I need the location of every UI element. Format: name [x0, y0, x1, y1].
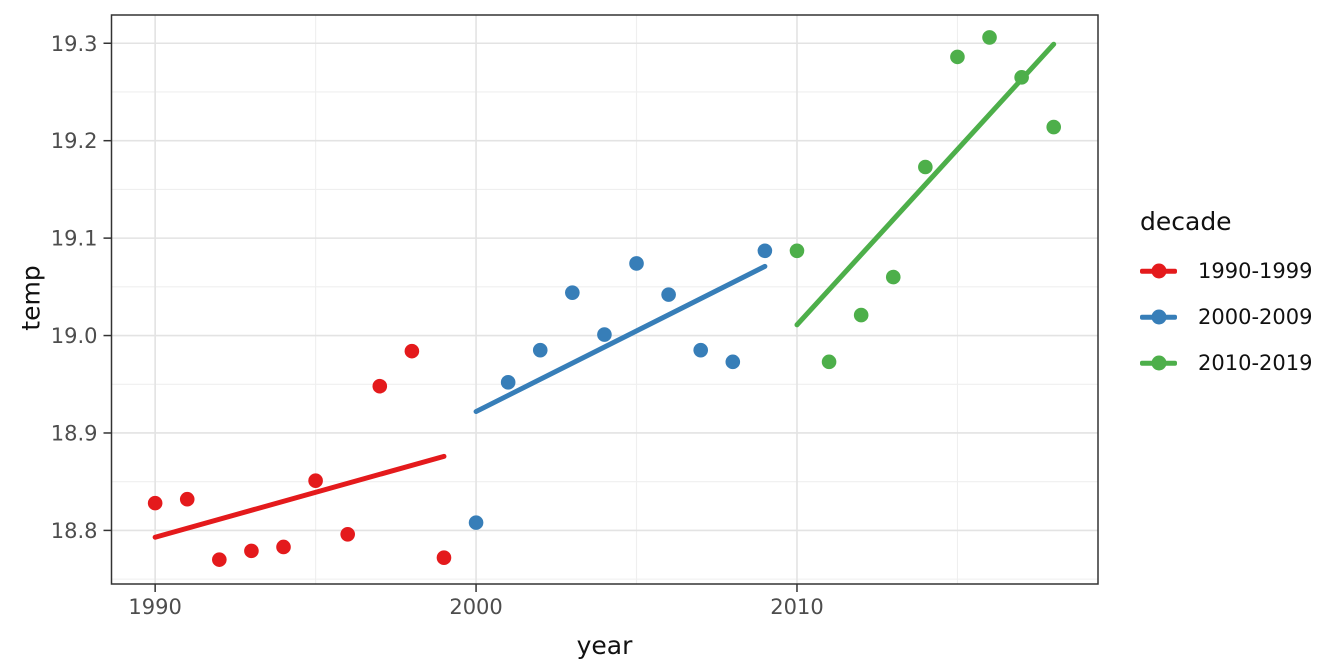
- data-point-1990-1999: [308, 473, 323, 489]
- legend-entries: 1990-1999 2000-2009 2010-2019: [1140, 248, 1312, 386]
- data-point-2010-2019: [853, 307, 869, 323]
- x-tick-label: 2010: [770, 595, 823, 619]
- data-point-2000-2009: [693, 342, 709, 358]
- data-point-2010-2019: [950, 49, 965, 65]
- legend-key-line-dot-icon: [1140, 307, 1177, 327]
- x-tick-label: 1990: [128, 595, 181, 619]
- data-point-2010-2019: [1046, 119, 1062, 135]
- data-point-1990-1999: [147, 495, 163, 511]
- legend-key-dot: [1151, 263, 1166, 279]
- legend: decade 1990-1999 2000-2009 2010-2019: [1140, 206, 1312, 386]
- panel-border: [110, 14, 1099, 585]
- data-point-2010-2019: [885, 269, 901, 285]
- trend-line-2010-2019: [794, 41, 1057, 328]
- legend-entry-2010-2019: 2010-2019: [1140, 340, 1312, 386]
- data-point-1990-1999: [179, 491, 195, 507]
- data-point-1990-1999: [436, 550, 452, 565]
- y-tick-label: 18.9: [51, 421, 98, 445]
- data-point-2000-2009: [629, 256, 644, 271]
- data-point-2010-2019: [821, 354, 837, 370]
- data-point-2000-2009: [500, 375, 516, 390]
- legend-key-line-dot-icon: [1140, 353, 1177, 373]
- legend-label: 1990-1999: [1198, 259, 1313, 283]
- x-axis-title: year: [576, 631, 633, 660]
- legend-label: 2000-2009: [1198, 305, 1313, 329]
- data-point-1990-1999: [276, 539, 291, 555]
- data-point-1990-1999: [244, 543, 259, 559]
- y-tick-label: 18.8: [51, 519, 98, 543]
- legend-entry-2000-2009: 2000-2009: [1140, 294, 1312, 340]
- legend-key-line-dot-icon: [1140, 261, 1177, 281]
- data-point-2000-2009: [661, 287, 676, 302]
- trend-line-2000-2009: [473, 263, 768, 415]
- trend-line-1990-1999: [152, 453, 447, 540]
- data-point-2000-2009: [725, 354, 741, 370]
- y-tick-label: 19.3: [51, 32, 98, 56]
- data-point-2000-2009: [468, 515, 484, 530]
- data-point-1990-1999: [340, 527, 355, 542]
- data-point-2000-2009: [597, 327, 612, 342]
- legend-title: decade: [1140, 207, 1232, 236]
- legend-entry-1990-1999: 1990-1999: [1140, 248, 1312, 294]
- legend-key-dot: [1151, 309, 1166, 325]
- x-tick-label: 2000: [449, 595, 502, 619]
- data-point-1990-1999: [372, 378, 388, 394]
- data-point-2010-2019: [918, 159, 933, 175]
- data-point-1990-1999: [404, 343, 420, 359]
- data-point-2010-2019: [1014, 70, 1029, 85]
- data-point-2010-2019: [982, 30, 997, 45]
- data-point-2000-2009: [757, 243, 773, 259]
- data-point-2010-2019: [789, 243, 805, 259]
- y-tick-label: 19.2: [51, 129, 98, 153]
- legend-label: 2010-2019: [1198, 351, 1313, 375]
- y-tick-label: 19.1: [51, 227, 98, 251]
- y-tick-label: 19.0: [51, 324, 98, 348]
- data-point-1990-1999: [212, 552, 227, 567]
- legend-key-dot: [1151, 355, 1166, 371]
- data-point-2000-2009: [532, 342, 548, 358]
- data-point-2000-2009: [565, 285, 580, 300]
- y-axis-title: temp: [16, 265, 46, 331]
